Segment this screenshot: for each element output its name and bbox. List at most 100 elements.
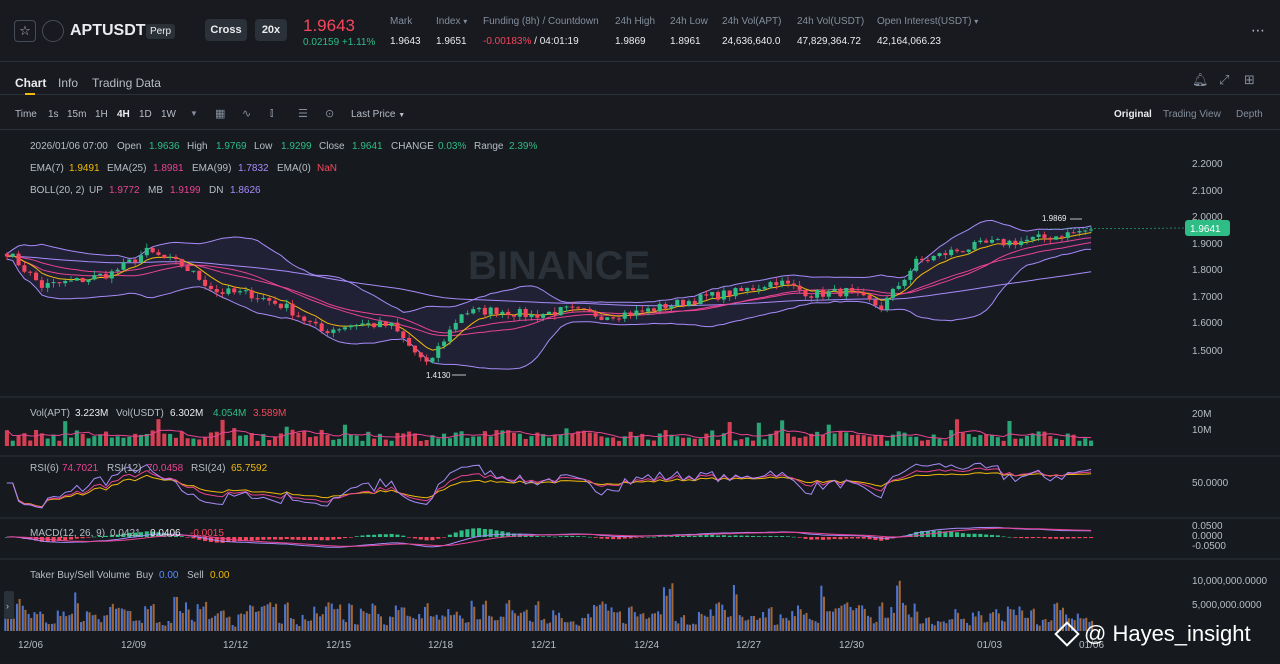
- view-trading-view[interactable]: Trading View: [1163, 109, 1221, 120]
- interval-1w[interactable]: 1W: [161, 109, 176, 120]
- interval-1s[interactable]: 1s: [48, 109, 59, 120]
- volume-bar: [710, 430, 715, 446]
- taker-sell-bar: [111, 603, 114, 631]
- candle: [657, 300, 662, 315]
- volume-bar: [622, 436, 627, 446]
- svg-text:0.00: 0.00: [210, 570, 230, 581]
- alert-bell-icon[interactable]: 🔔︎: [1192, 72, 1209, 87]
- chart-type-icon[interactable]: ⫾: [270, 107, 274, 119]
- volume-bar: [220, 419, 225, 446]
- favorite-star-icon[interactable]: ☆: [14, 20, 36, 42]
- taker-buy-bar: [476, 619, 479, 631]
- taker-buy-bar: [348, 603, 351, 631]
- target-icon[interactable]: ⊙: [325, 108, 335, 120]
- volume-bar: [785, 433, 791, 446]
- taker-buy-bar: [622, 622, 625, 631]
- taker-sell-bar: [490, 616, 493, 631]
- taker-buy-bar: [517, 615, 520, 631]
- indicator-icon[interactable]: ∿: [242, 108, 252, 120]
- interval-1h[interactable]: 1H: [95, 109, 108, 120]
- volume-bar: [1048, 436, 1053, 446]
- candle: [459, 313, 464, 324]
- side-panel-toggle[interactable]: [4, 591, 14, 619]
- candle: [103, 270, 109, 280]
- interval-15m[interactable]: 15m: [67, 109, 87, 120]
- chart-area[interactable]: BINANCE 2026/01/06 07:00 Open 1.9636 Hig…: [0, 131, 1280, 659]
- taker-buy-bar: [703, 615, 706, 631]
- volume-bar: [16, 435, 21, 446]
- candle: [552, 307, 557, 320]
- macd-histogram-bar: [710, 534, 715, 537]
- price-type-select[interactable]: Last Price ▼: [351, 109, 406, 120]
- candle: [535, 309, 540, 322]
- taker-sell-bar: [543, 618, 546, 631]
- candle: [954, 248, 960, 254]
- taker-buy-bar: [301, 614, 304, 631]
- volume-bar: [925, 439, 930, 446]
- margin-mode-button[interactable]: Cross: [205, 19, 247, 41]
- candle: [447, 325, 452, 345]
- candle: [453, 319, 458, 333]
- symbol-name[interactable]: APTUSDT: [70, 22, 146, 39]
- macd-histogram-bar: [1019, 537, 1024, 539]
- stat-open-interest[interactable]: Open Interest(USDT) ▾ 42,164,066.23: [877, 16, 979, 47]
- chart-svg[interactable]: BINANCE 2026/01/06 07:00 Open 1.9636 Hig…: [0, 131, 1280, 659]
- taker-buy-bar: [505, 603, 508, 631]
- taker-buy-bar: [581, 617, 584, 631]
- volume-bar: [844, 432, 849, 446]
- calendar-icon[interactable]: ▦: [215, 108, 226, 120]
- macd-histogram-bar: [692, 535, 697, 537]
- volume-bar: [885, 440, 890, 446]
- binance-logo-icon: [1054, 621, 1080, 647]
- macd-histogram-bar: [844, 537, 849, 539]
- candle: [663, 301, 668, 312]
- more-options-icon[interactable]: ⋯: [1251, 22, 1265, 38]
- volume-bar: [226, 440, 231, 446]
- volume-bar: [838, 431, 843, 446]
- volume-bar: [599, 436, 604, 446]
- svg-text:1.7832: 1.7832: [238, 163, 269, 174]
- svg-text:0.0421: 0.0421: [110, 528, 141, 539]
- settings-sliders-icon[interactable]: ☰: [298, 108, 308, 120]
- taker-buy-bar: [45, 622, 48, 631]
- interval-1d[interactable]: 1D: [139, 109, 152, 120]
- volume-bar: [337, 438, 342, 446]
- tab-trading-data[interactable]: Trading Data: [92, 76, 161, 90]
- taker-sell-bar: [205, 601, 208, 631]
- taker-buy-bar: [686, 624, 689, 631]
- rsi24-line: [6, 472, 1092, 508]
- svg-text:1.9772: 1.9772: [109, 185, 140, 196]
- taker-buy-bar: [488, 615, 491, 631]
- interval-4h[interactable]: 4H: [117, 109, 130, 120]
- expand-icon[interactable]: ⤢: [1219, 72, 1230, 87]
- taker-sell-bar: [1061, 607, 1064, 631]
- volume-bar: [115, 436, 120, 446]
- candle: [599, 315, 604, 321]
- tab-info[interactable]: Info: [58, 76, 79, 90]
- macd-histogram-bar: [739, 535, 744, 537]
- leverage-button[interactable]: 20x: [255, 19, 287, 41]
- taker-buy-bar: [837, 607, 840, 631]
- macd-histogram-bar: [768, 535, 773, 537]
- volume-axis: 20M 10M: [1192, 409, 1211, 436]
- volume-bar: [267, 440, 272, 446]
- macd-histogram-bar: [214, 537, 219, 543]
- taker-buy-bar: [266, 604, 269, 631]
- stat-mark: Mark 1.9643: [390, 16, 421, 47]
- volume-bar: [535, 432, 540, 446]
- taker-sell-bar: [368, 613, 371, 631]
- view-original[interactable]: Original: [1114, 109, 1152, 120]
- svg-text:1.9299: 1.9299: [281, 141, 312, 152]
- volume-bar: [156, 419, 161, 446]
- view-depth[interactable]: Depth: [1236, 109, 1263, 120]
- macd-histogram-bar: [1077, 537, 1082, 539]
- grid-layout-icon[interactable]: ⊞: [1244, 72, 1255, 87]
- volume-bar: [908, 436, 913, 446]
- interval-dropdown-icon[interactable]: ▼: [190, 109, 198, 118]
- volume-bar: [74, 430, 79, 446]
- stat-index[interactable]: Index ▾ 1.9651: [436, 16, 468, 47]
- tab-chart[interactable]: Chart: [15, 76, 47, 90]
- volume-bar: [302, 430, 307, 446]
- candle: [640, 305, 645, 315]
- date-axis: 12/06 12/09 12/12 12/15 12/18 12/21 12/24 12/27…: [18, 640, 1104, 651]
